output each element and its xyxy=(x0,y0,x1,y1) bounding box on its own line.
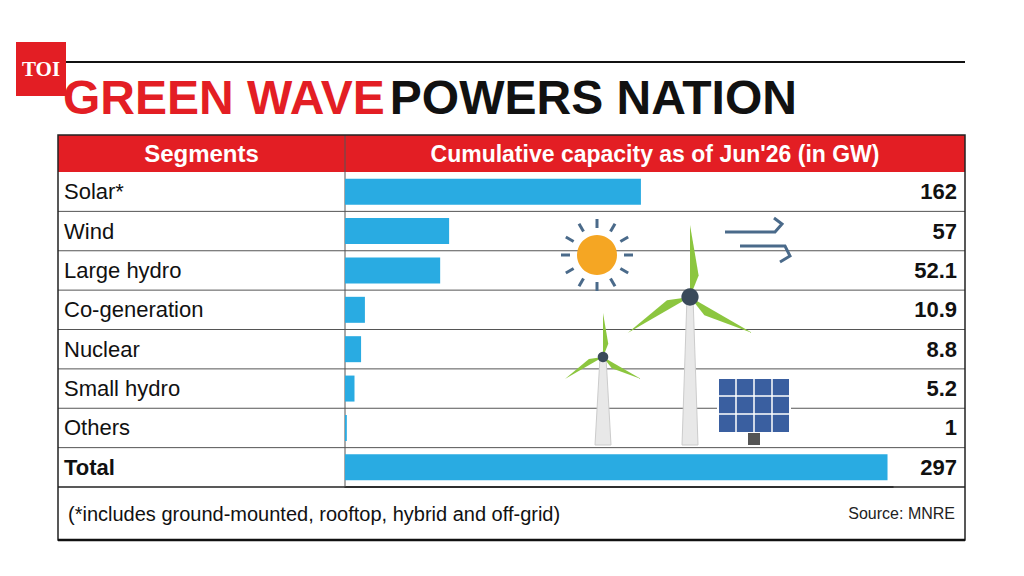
svg-text:8.8: 8.8 xyxy=(926,337,957,362)
svg-text:57: 57 xyxy=(933,219,957,244)
svg-text:POWERS NATION: POWERS NATION xyxy=(390,71,797,124)
svg-text:Segments: Segments xyxy=(144,140,259,167)
svg-text:Source: MNRE: Source: MNRE xyxy=(848,505,955,522)
svg-text:Total: Total xyxy=(64,455,115,480)
svg-text:TOI: TOI xyxy=(22,57,60,81)
svg-text:GREEN WAVE: GREEN WAVE xyxy=(63,71,385,124)
svg-text:Cumulative capacity as of Jun': Cumulative capacity as of Jun'26 (in GW) xyxy=(431,141,880,167)
svg-text:Others: Others xyxy=(64,415,130,440)
svg-text:Nuclear: Nuclear xyxy=(64,337,140,362)
svg-text:Solar*: Solar* xyxy=(64,179,124,204)
svg-text:Wind: Wind xyxy=(64,219,114,244)
svg-text:Small hydro: Small hydro xyxy=(64,376,180,401)
svg-text:297: 297 xyxy=(920,455,957,480)
svg-text:Large hydro: Large hydro xyxy=(64,258,181,283)
svg-text:52.1: 52.1 xyxy=(914,258,957,283)
svg-text:10.9: 10.9 xyxy=(914,297,957,322)
svg-text:Co-generation: Co-generation xyxy=(64,297,203,322)
svg-text:1: 1 xyxy=(945,415,957,440)
svg-text:162: 162 xyxy=(920,179,957,204)
svg-text:5.2: 5.2 xyxy=(926,376,957,401)
svg-text:(*includes ground-mounted, roo: (*includes ground-mounted, rooftop, hybr… xyxy=(68,503,560,525)
